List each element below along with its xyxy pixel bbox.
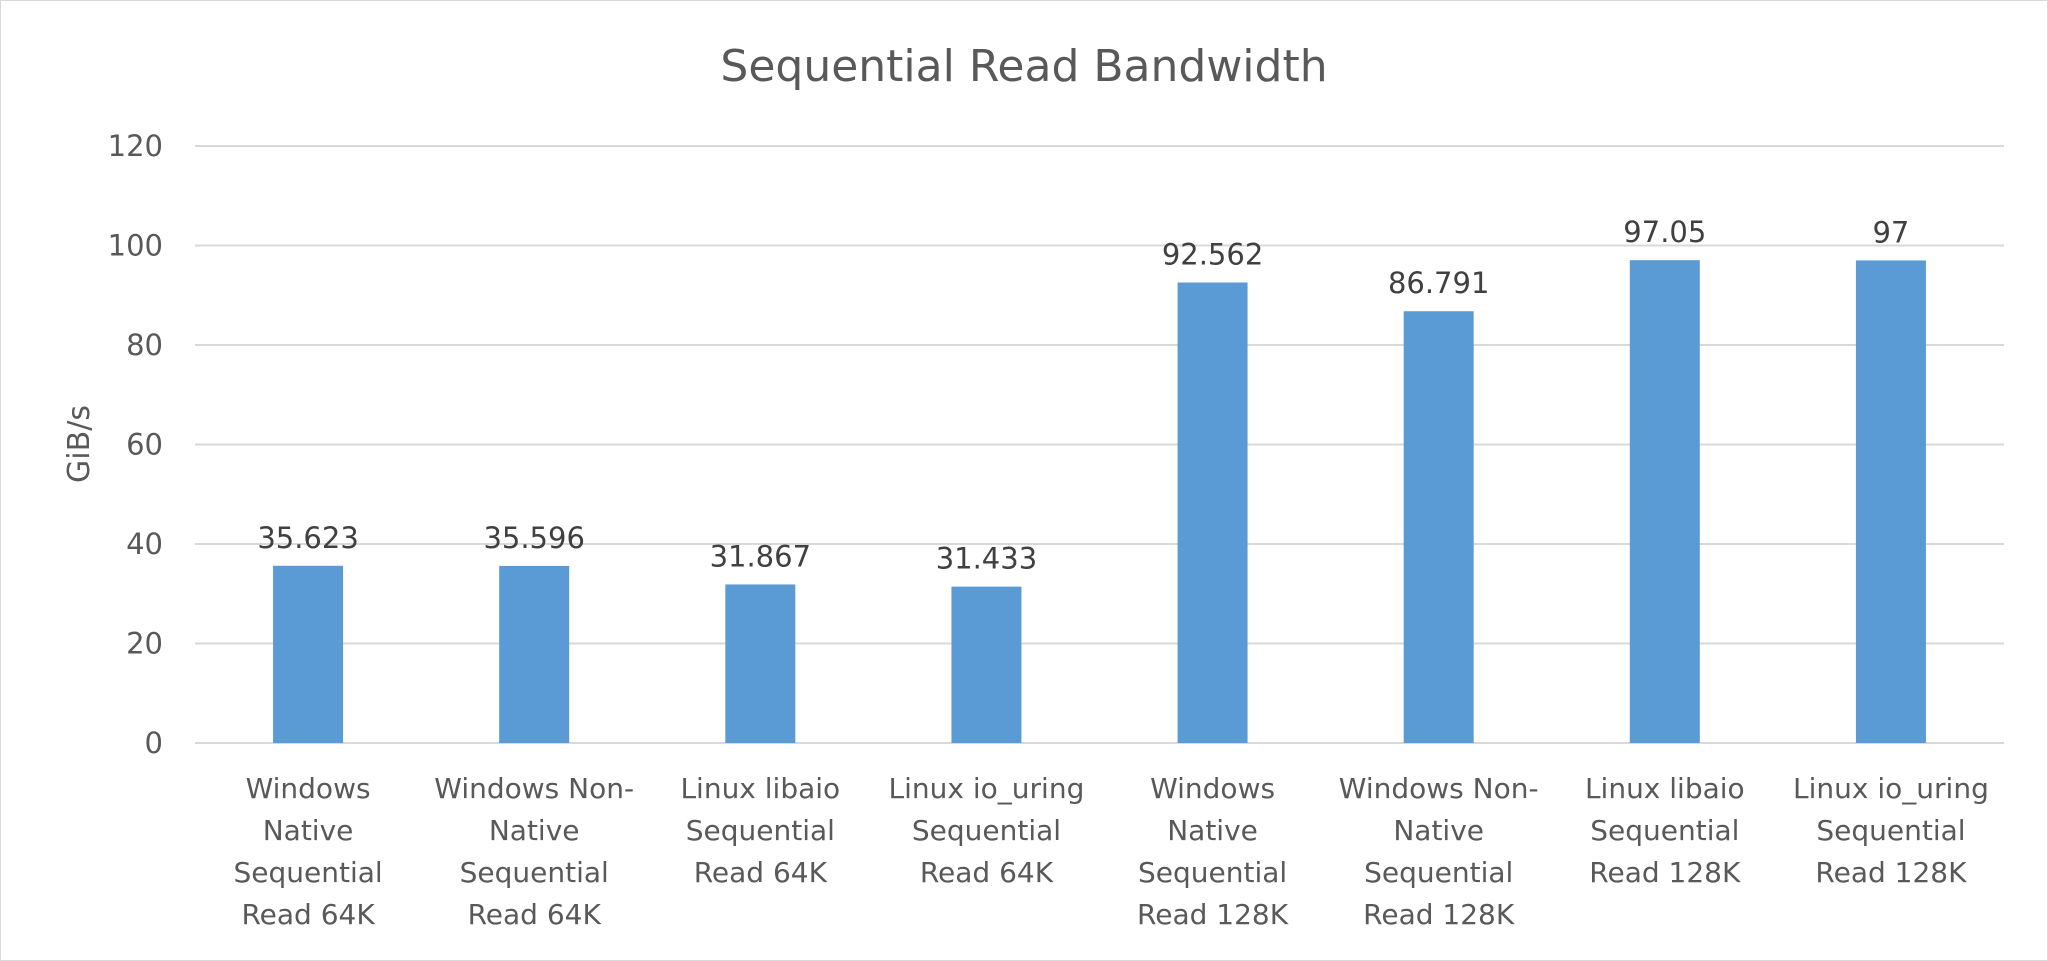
y-tick-label-120: 120 xyxy=(108,129,163,163)
bar-2 xyxy=(725,584,796,743)
y-axis-ticks: 0 20 40 60 80 100 120 xyxy=(108,129,163,760)
category-label-4: Windows Native Sequential Read 128K xyxy=(1137,772,1289,931)
category-label-3: Linux io_uring Sequential Read 64K xyxy=(889,772,1085,889)
bars xyxy=(273,260,1926,743)
bar-0 xyxy=(273,565,344,743)
bar-6 xyxy=(1629,260,1700,743)
category-labels: Windows Native Sequential Read 64K Windows N… xyxy=(233,772,1988,931)
data-label-3: 31.433 xyxy=(936,542,1037,576)
category-label-5: Windows Non-Native Sequential Read 128K xyxy=(1339,772,1539,931)
chart-title: Sequential Read Bandwidth xyxy=(720,41,1327,92)
bar-3 xyxy=(951,586,1022,743)
y-tick-label-60: 60 xyxy=(126,428,163,462)
y-tick-label-40: 40 xyxy=(126,527,163,561)
data-label-0: 35.623 xyxy=(257,521,358,555)
data-label-5: 86.791 xyxy=(1388,266,1489,300)
category-label-1: Windows Non-Native Sequential Read 64K xyxy=(434,772,634,931)
y-tick-label-0: 0 xyxy=(145,726,163,760)
category-label-6: Linux libaio Sequential Read 128K xyxy=(1585,772,1745,889)
y-tick-label-80: 80 xyxy=(126,328,163,362)
category-label-7: Linux io_uring Sequential Read 128K xyxy=(1793,772,1989,889)
data-label-7: 97 xyxy=(1872,215,1909,249)
bar-4 xyxy=(1177,282,1248,743)
bar-5 xyxy=(1403,311,1474,743)
y-tick-label-20: 20 xyxy=(126,627,163,661)
bar-7 xyxy=(1855,260,1926,743)
data-label-2: 31.867 xyxy=(710,539,811,573)
y-axis-title: GiB/s xyxy=(62,405,97,483)
bar-1 xyxy=(499,565,570,743)
data-label-4: 92.562 xyxy=(1162,238,1263,272)
data-label-1: 35.596 xyxy=(483,521,584,555)
category-label-2: Linux libaio Sequential Read 64K xyxy=(680,772,840,889)
y-tick-label-100: 100 xyxy=(108,229,163,263)
category-label-0: Windows Native Sequential Read 64K xyxy=(233,772,382,931)
gridlines xyxy=(195,145,2004,744)
data-label-6: 97.05 xyxy=(1623,215,1706,249)
data-labels: 35.623 35.596 31.867 31.433 92.562 86.791 97.0… xyxy=(257,215,1909,575)
